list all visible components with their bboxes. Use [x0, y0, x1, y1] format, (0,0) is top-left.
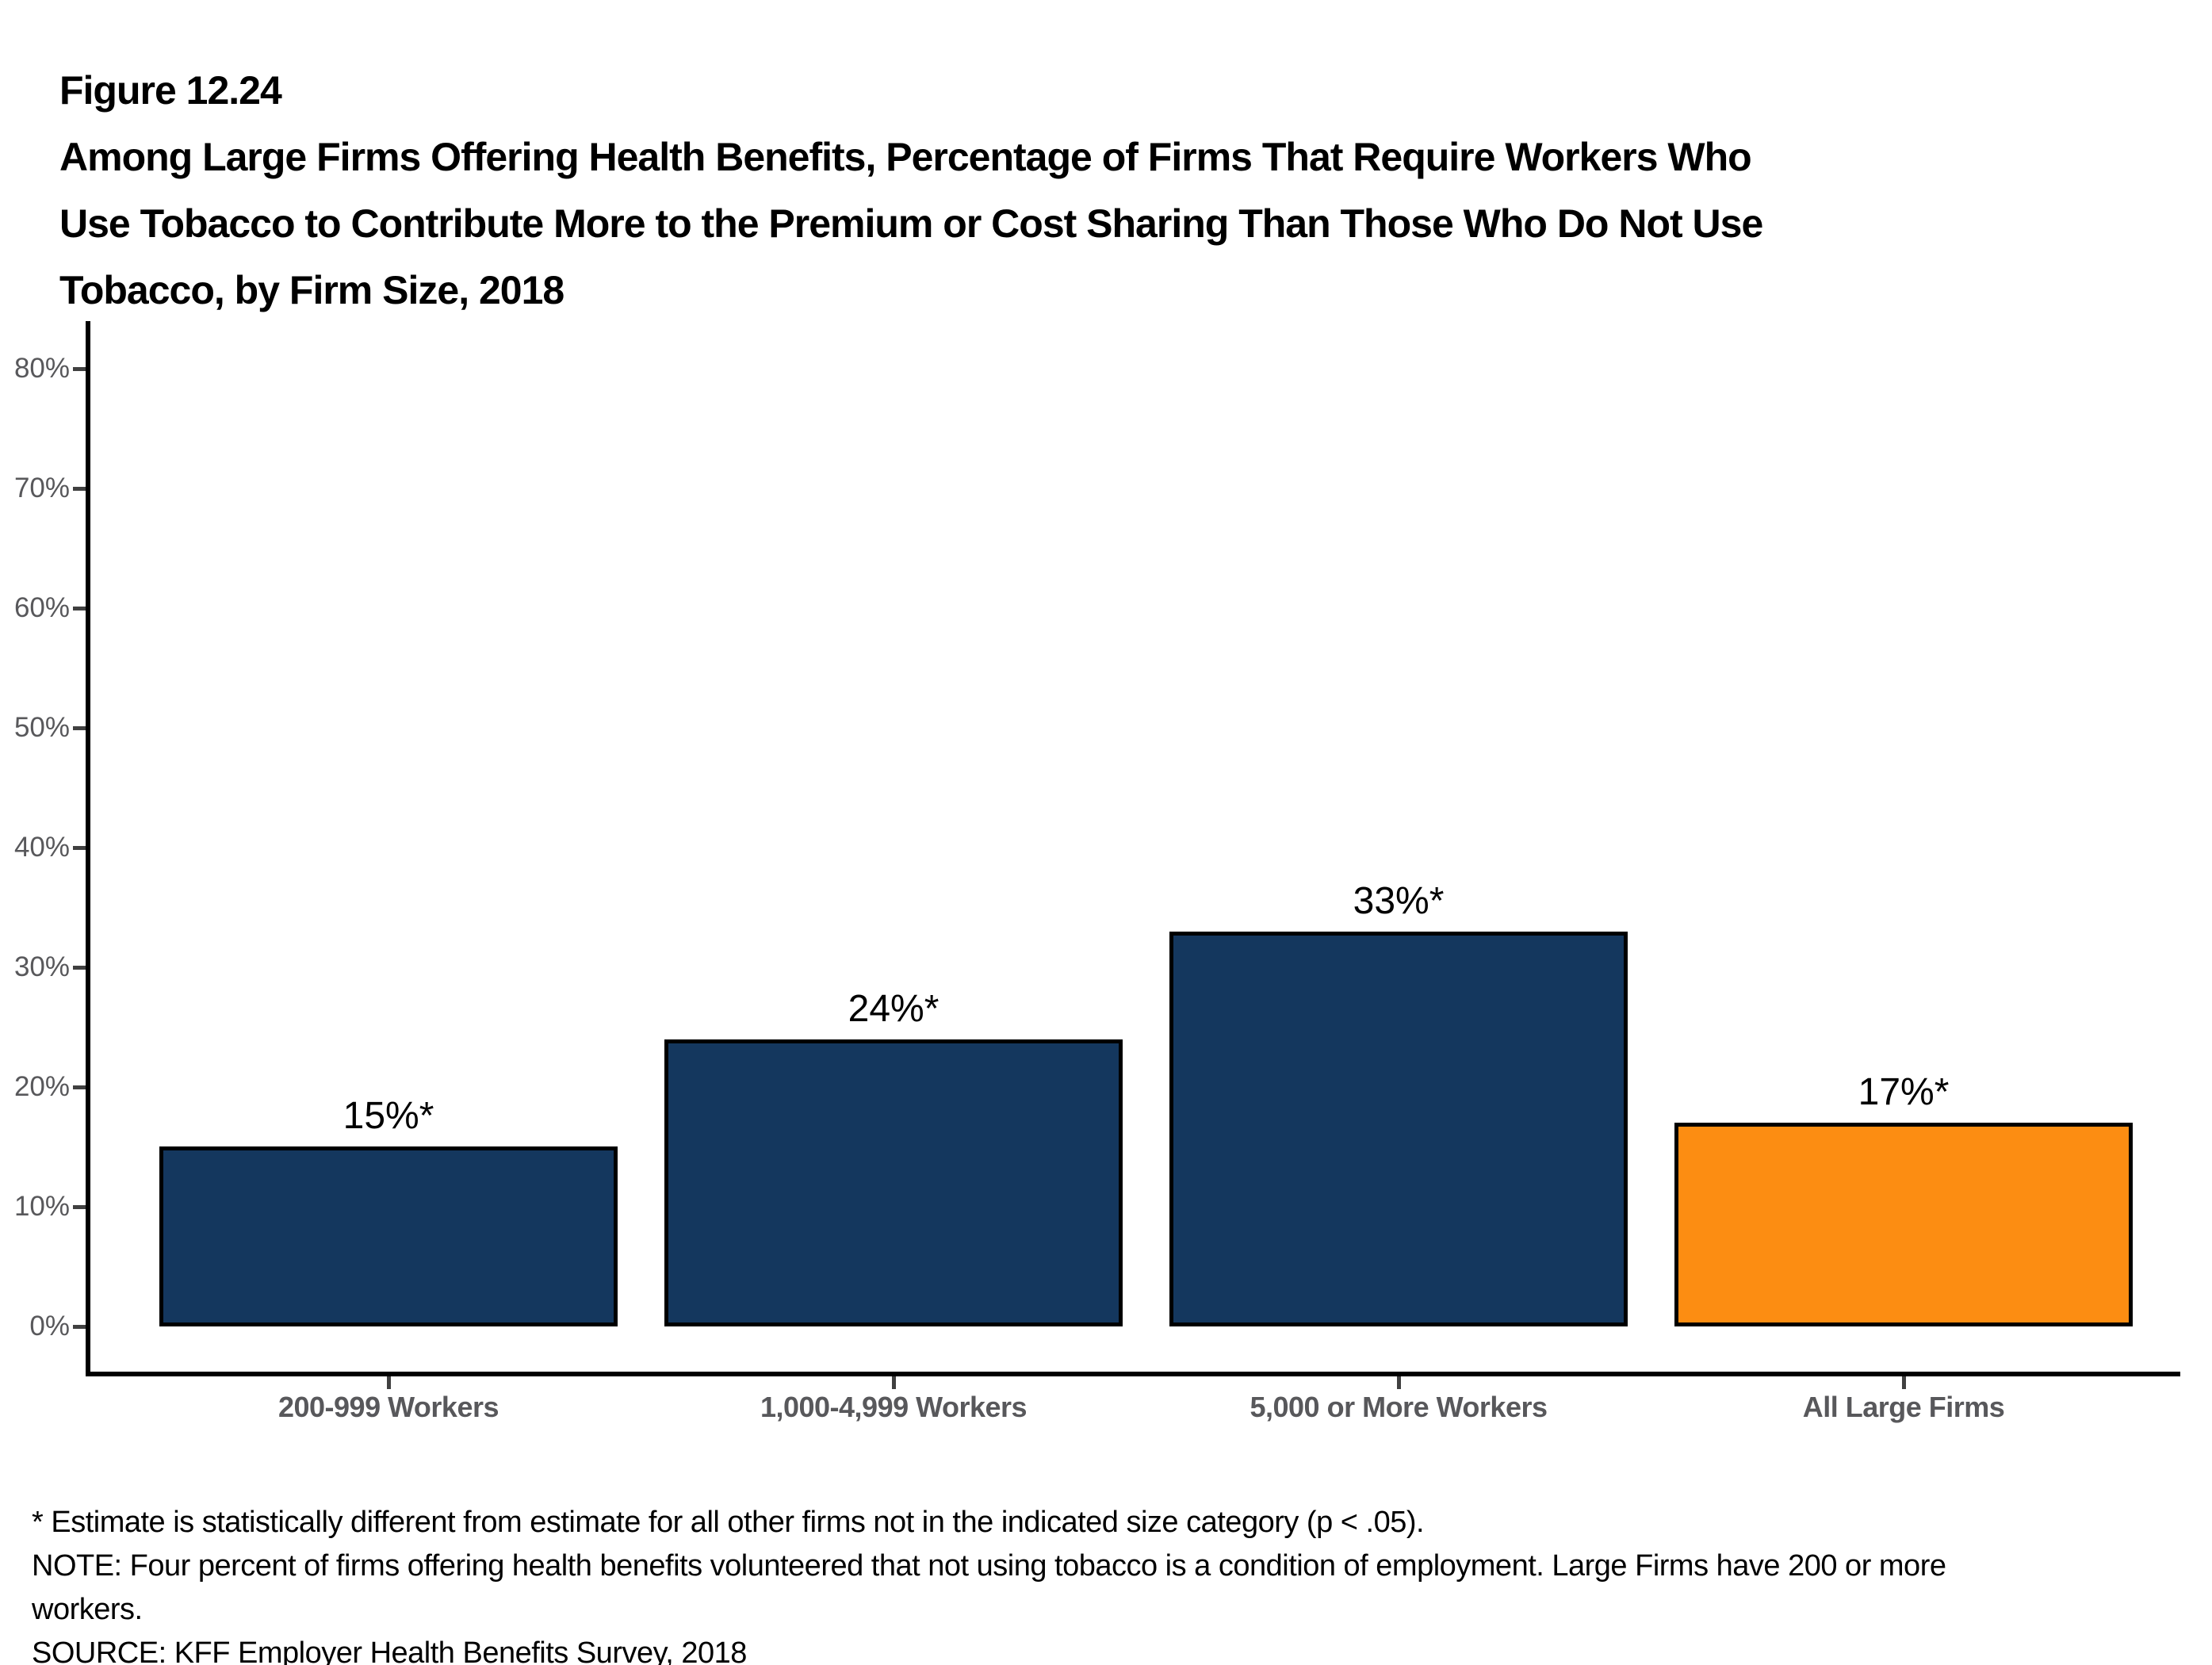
y-axis-tick-label: 0% [29, 1311, 70, 1342]
y-axis-tick [73, 1085, 86, 1089]
y-axis-tick-label: 80% [13, 353, 70, 384]
figure-title-line-2: Use Tobacco to Contribute More to the Pr… [59, 201, 1763, 246]
bar-5-000-or-more-workers [1169, 932, 1628, 1326]
x-axis-line [86, 1372, 2180, 1376]
bar-value-label-all-large-firms: 17%* [1858, 1071, 1950, 1113]
x-axis-tick [1396, 1376, 1401, 1389]
y-axis-tick-label: 30% [13, 951, 70, 982]
footnote-asterisk: * Estimate is statistically different fr… [32, 1506, 1425, 1539]
x-axis-label-200-999-workers: 200-999 Workers [277, 1391, 499, 1423]
x-axis-label-5-000-or-more-workers: 5,000 or More Workers [1250, 1391, 1548, 1423]
y-axis-line [86, 321, 90, 1376]
y-axis-tick [73, 606, 86, 610]
bar-value-label-200-999-workers: 15%* [343, 1095, 434, 1137]
y-axis-tick [73, 965, 86, 970]
y-axis-tick-label: 50% [13, 712, 70, 743]
y-axis-tick [73, 725, 86, 730]
bar-1-000-4-999-workers [664, 1039, 1123, 1326]
y-axis-tick-label: 40% [13, 832, 70, 863]
y-axis-tick [73, 1204, 86, 1209]
y-axis-tick [73, 366, 86, 371]
footnote-source: SOURCE: KFF Employer Health Benefits Sur… [32, 1636, 747, 1665]
bar-value-label-1-000-4-999-workers: 24%* [848, 988, 940, 1030]
footnote-note: NOTE: Four percent of firms offering hea… [32, 1549, 1946, 1583]
y-axis-tick-label: 10% [13, 1191, 70, 1222]
x-axis-tick [891, 1376, 896, 1389]
x-axis-tick [1901, 1376, 1906, 1389]
y-axis-tick-label: 20% [13, 1071, 70, 1102]
figure-header: Figure 12.24 Among Large Firms Offering … [59, 57, 2153, 323]
bar-200-999-workers [159, 1146, 618, 1326]
y-axis-tick [73, 845, 86, 850]
bar-all-large-firms [1674, 1123, 2133, 1326]
figure-title-line-3: Tobacco, by Firm Size, 2018 [59, 268, 564, 312]
bar-value-label-5-000-or-more-workers: 33%* [1353, 880, 1445, 922]
chart-footnotes: * Estimate is statistically different fr… [32, 1501, 2188, 1665]
y-axis-tick [73, 1324, 86, 1329]
x-axis-tick [386, 1376, 391, 1389]
x-axis-label-1-000-4-999-workers: 1,000-4,999 Workers [760, 1391, 1028, 1423]
footnote-note-continued: workers. [32, 1593, 143, 1626]
x-axis-label-all-large-firms: All Large Firms [1802, 1391, 2005, 1423]
figure-title-line-1: Among Large Firms Offering Health Benefi… [59, 135, 1752, 179]
y-axis-tick-label: 70% [13, 473, 70, 503]
y-axis-tick-label: 60% [13, 592, 70, 623]
figure-number: Figure 12.24 [59, 68, 282, 113]
y-axis-tick [73, 486, 86, 491]
